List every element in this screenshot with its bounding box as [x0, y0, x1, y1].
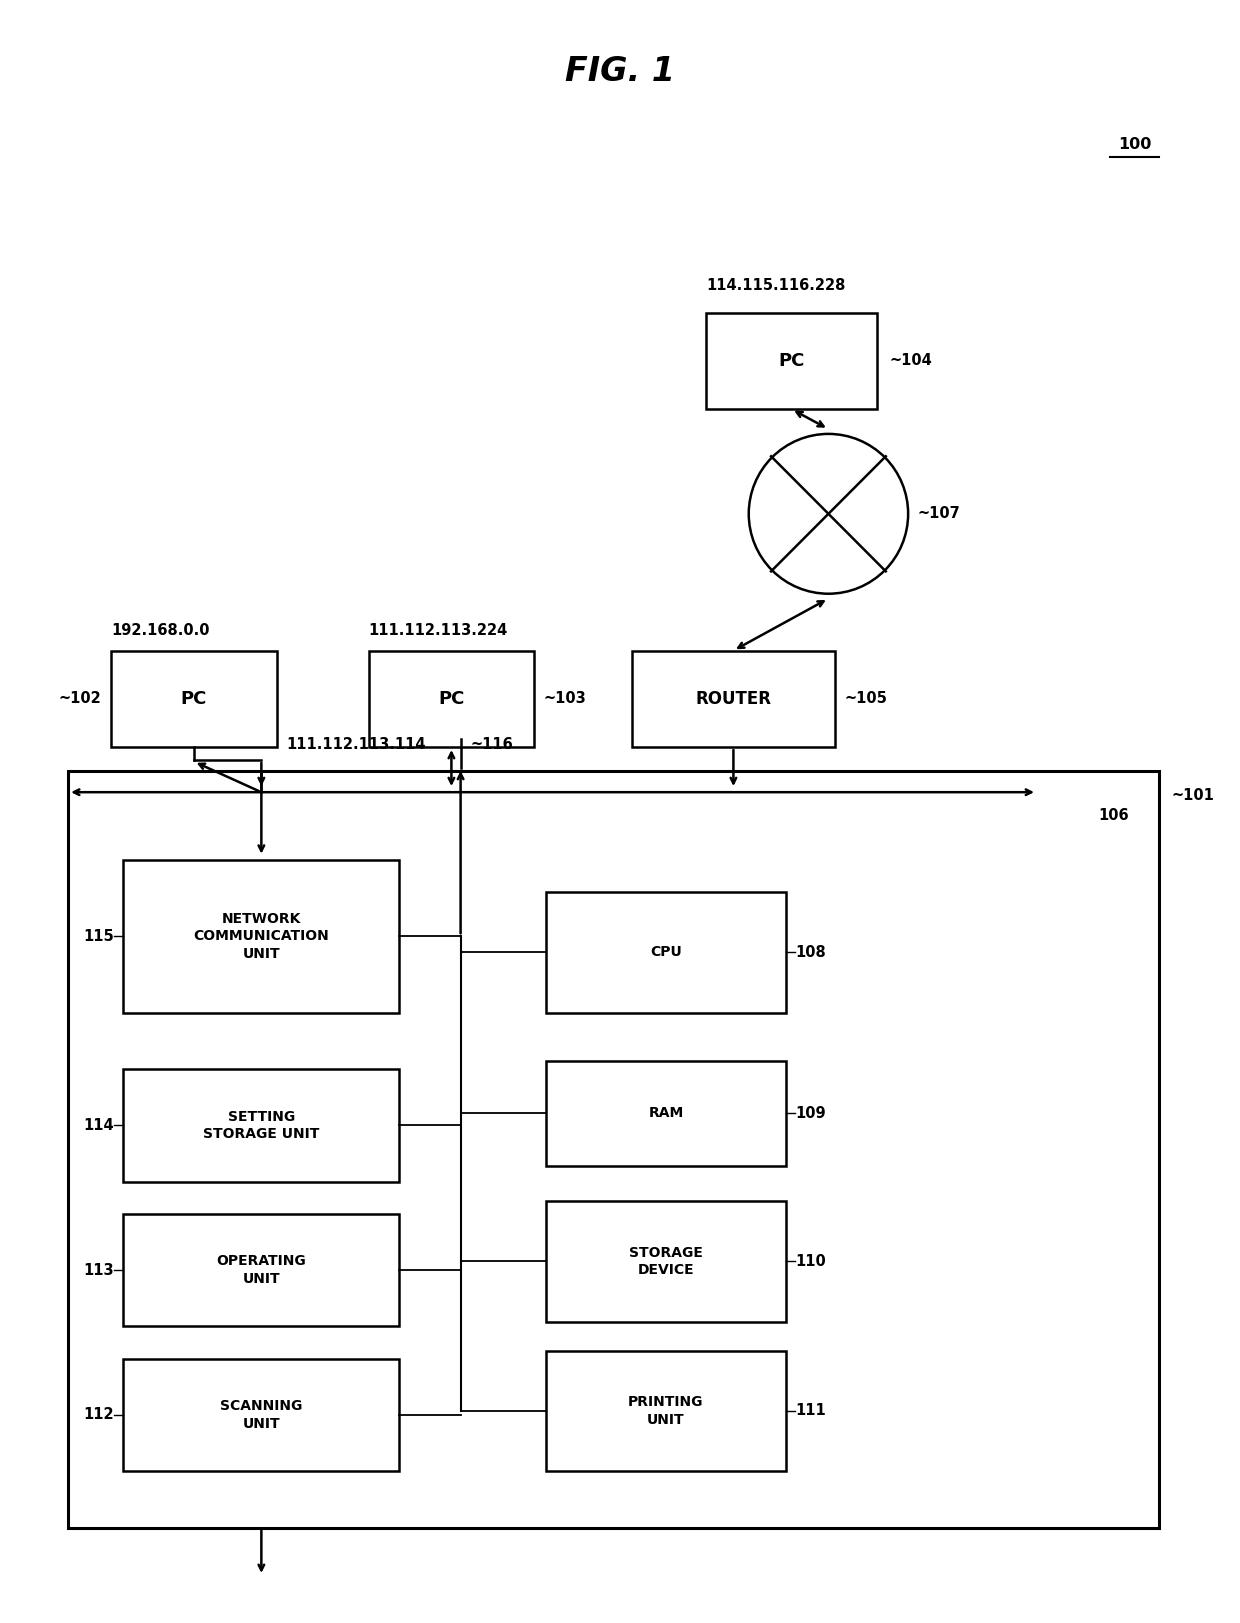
- Bar: [706, 313, 878, 409]
- Text: ~102: ~102: [58, 691, 102, 706]
- Text: SETTING
STORAGE UNIT: SETTING STORAGE UNIT: [203, 1110, 320, 1141]
- Bar: [368, 651, 534, 747]
- Text: 106: 106: [1099, 808, 1128, 823]
- Text: 111.112.113.114: 111.112.113.114: [286, 737, 425, 751]
- Bar: [124, 1358, 399, 1470]
- Bar: [68, 771, 1159, 1527]
- Text: PC: PC: [181, 690, 207, 708]
- Text: 115: 115: [83, 928, 114, 943]
- Text: 110: 110: [795, 1253, 826, 1269]
- Text: 111.112.113.224: 111.112.113.224: [368, 623, 508, 638]
- Text: 114.115.116.228: 114.115.116.228: [706, 279, 846, 294]
- Bar: [112, 651, 277, 747]
- Ellipse shape: [749, 433, 908, 594]
- Text: 100: 100: [1118, 136, 1152, 153]
- Text: ~116: ~116: [470, 737, 513, 751]
- Text: ~101: ~101: [1172, 787, 1215, 803]
- Bar: [547, 1201, 785, 1321]
- Text: 108: 108: [795, 945, 826, 959]
- Text: 111: 111: [795, 1404, 826, 1419]
- Text: NETWORK
COMMUNICATION
UNIT: NETWORK COMMUNICATION UNIT: [193, 912, 330, 961]
- Bar: [547, 893, 785, 1013]
- Bar: [547, 1061, 785, 1165]
- Text: ROUTER: ROUTER: [696, 690, 771, 708]
- Bar: [547, 1350, 785, 1470]
- Text: 112: 112: [83, 1407, 114, 1422]
- Text: 109: 109: [795, 1105, 826, 1121]
- Text: SCANNING
UNIT: SCANNING UNIT: [221, 1399, 303, 1430]
- Text: STORAGE
DEVICE: STORAGE DEVICE: [629, 1245, 703, 1277]
- Bar: [124, 1214, 399, 1326]
- Bar: [124, 1070, 399, 1182]
- Text: RAM: RAM: [649, 1107, 683, 1120]
- Bar: [632, 651, 835, 747]
- Text: FIG. 1: FIG. 1: [565, 55, 675, 88]
- Text: PRINTING
UNIT: PRINTING UNIT: [629, 1396, 704, 1427]
- Text: CPU: CPU: [650, 945, 682, 959]
- Text: PC: PC: [779, 352, 805, 370]
- Text: PC: PC: [438, 690, 465, 708]
- Text: OPERATING
UNIT: OPERATING UNIT: [217, 1255, 306, 1285]
- Text: ~104: ~104: [890, 354, 932, 368]
- Text: ~107: ~107: [918, 506, 961, 521]
- Text: 113: 113: [83, 1263, 114, 1277]
- Text: ~105: ~105: [844, 691, 888, 706]
- Text: 192.168.0.0: 192.168.0.0: [112, 623, 210, 638]
- Text: ~103: ~103: [544, 691, 587, 706]
- Text: 114: 114: [83, 1118, 114, 1133]
- Bar: [124, 860, 399, 1013]
